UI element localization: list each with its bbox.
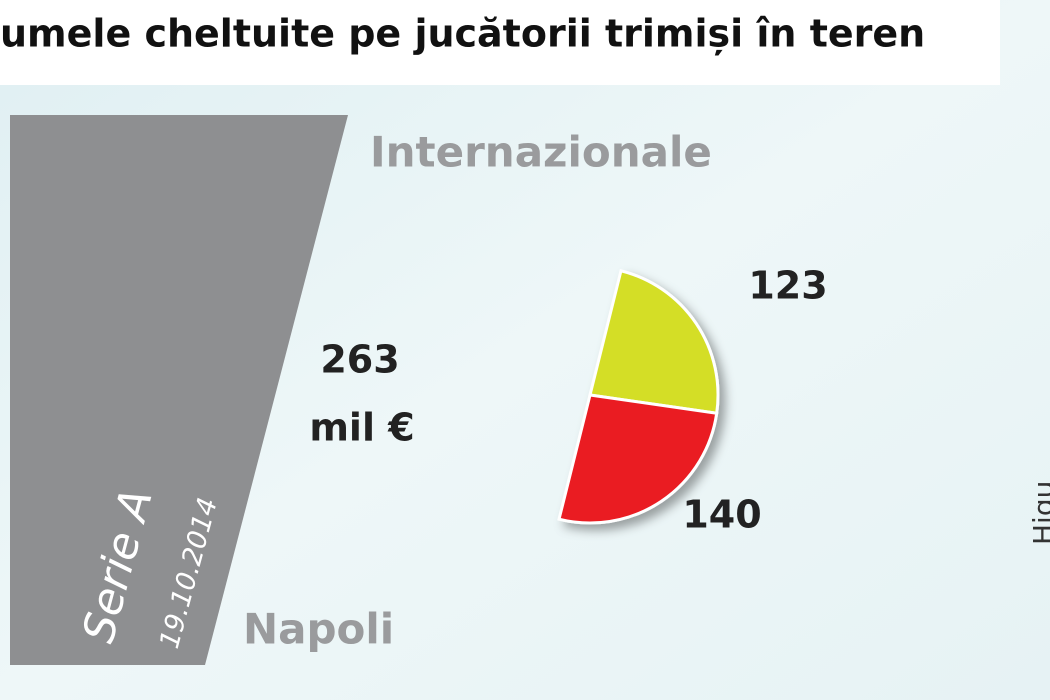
pie (557, 268, 720, 525)
total-unit: mil € (309, 406, 414, 450)
chart-title: umele cheltuite pe jucătorii trimiși în … (0, 12, 925, 56)
value-label: 123 (748, 264, 827, 308)
value-label: 140 (682, 493, 761, 537)
category-label: Internazionale (370, 128, 712, 177)
total-value: 263 (320, 338, 399, 382)
category-label: Napoli (243, 605, 394, 654)
pie-slice (588, 268, 720, 415)
pie-slice (557, 393, 719, 525)
league-banner (10, 115, 348, 665)
side-label: Higu (1027, 481, 1050, 545)
title-bar (0, 0, 1000, 85)
